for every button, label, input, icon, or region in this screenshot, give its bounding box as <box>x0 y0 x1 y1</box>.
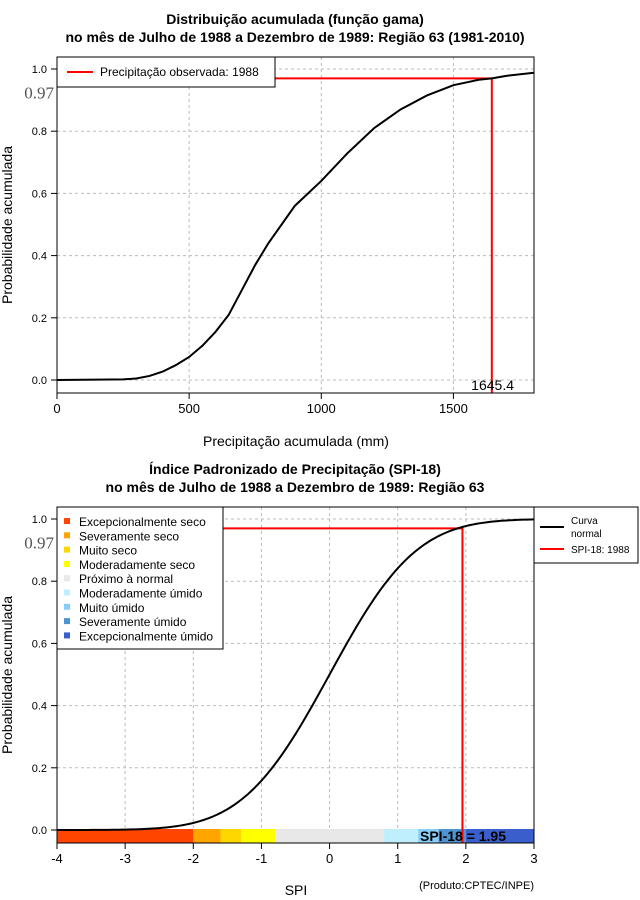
category-band-severamente-mido <box>438 829 466 843</box>
category-band-severamente-seco <box>193 829 221 843</box>
plot-frame <box>56 56 535 394</box>
category-swatch <box>64 603 70 610</box>
x-tick-label: -2 <box>188 851 200 866</box>
chart2-xlabel: SPI <box>285 882 308 898</box>
y-tick-label: 0.0 <box>32 825 47 837</box>
chart1-title-line2: no mês de Julho de 1988 a Dezembro de 19… <box>65 29 524 45</box>
spi-panel: Índice Padronizado de Precipitação (SPI-… <box>0 461 639 898</box>
category-band-moderadamente-seco <box>240 829 276 843</box>
y-tick-label: 0.6 <box>32 638 47 650</box>
legend-entry: SPI-18: 1988 <box>571 545 630 556</box>
spi-value-label: SPI-18 = 1.95 <box>420 828 506 844</box>
x-tick-label: -1 <box>256 851 268 866</box>
x-tick-label: 0 <box>326 851 333 866</box>
category-legend-entry: Excepcionalmente úmido <box>79 629 213 643</box>
legend-entry: normal <box>571 529 602 540</box>
y-tick-label: 0.6 <box>32 188 47 200</box>
category-swatch <box>64 560 70 567</box>
chart1-xlabel: Precipitação acumulada (mm) <box>203 433 389 449</box>
curve-legend: Curva normal SPI-18: 1988 <box>533 506 639 564</box>
chart2-title-line2: no mês de Julho de 1988 a Dezembro de 19… <box>106 479 485 495</box>
category-swatch <box>64 618 70 625</box>
chart2-title-line1: Índice Padronizado de Precipitação (SPI-… <box>149 461 441 477</box>
y-tick-label: 0.4 <box>32 251 47 263</box>
category-swatch <box>64 575 70 582</box>
x-tick-label: 1000 <box>307 401 336 416</box>
legend: Precipitação observada: 1988 <box>56 56 276 88</box>
legend-box <box>56 56 276 88</box>
chart1-title-line1: Distribuição acumulada (função gama) <box>166 11 424 27</box>
legend-entry: Precipitação observada: 1988 <box>100 65 259 79</box>
category-band-excepcionalmente-mido <box>465 829 534 843</box>
category-legend-box <box>56 506 224 650</box>
category-legend-entry: Severamente úmido <box>79 615 187 629</box>
category-legend-entry: Próximo à normal <box>79 572 173 586</box>
category-band-moderadamente-mido <box>384 829 419 843</box>
x-tick-label: 3 <box>530 851 537 866</box>
y-tick-label: 0.8 <box>32 576 47 588</box>
y-tick-label: 0.4 <box>32 701 47 713</box>
gamma-cdf-panel: Distribuição acumulada (função gama) no … <box>0 11 535 449</box>
x-tick-label: 500 <box>178 401 200 416</box>
y-tick-label: 1.0 <box>32 64 47 76</box>
x-tick-label: 1500 <box>439 401 468 416</box>
plot-frame <box>56 506 535 844</box>
curve-legend-box <box>533 506 639 564</box>
y-tick-label: 0.2 <box>32 313 47 325</box>
category-legend-entry: Muito úmido <box>79 601 145 615</box>
cdf-curve <box>56 71 535 381</box>
category-swatch <box>64 632 70 639</box>
x-tick-label: 0 <box>53 401 60 416</box>
credit-text: (Produto:CPTEC/INPE) <box>419 880 534 892</box>
x-tick-label: -3 <box>119 851 131 866</box>
y-tick-label: 0.0 <box>32 375 47 387</box>
y-tick-label: 0.8 <box>32 126 47 138</box>
observed-precip-label: 1645.4 <box>471 377 514 393</box>
x-tick-label: -4 <box>51 851 63 866</box>
observed-probability-label: 0.97 <box>24 83 54 102</box>
category-swatch <box>64 589 70 596</box>
category-legend-entry: Excepcionalmente seco <box>79 515 206 529</box>
chart2-ylabel: Probabilidade acumulada <box>0 596 15 754</box>
category-legend-entry: Moderadamente úmido <box>79 587 203 601</box>
category-swatch <box>64 518 70 524</box>
cdf-curve <box>56 518 535 831</box>
observed-probability-label: 0.97 <box>24 533 54 552</box>
x-tick-label: 1 <box>394 851 401 866</box>
category-swatch <box>64 532 70 539</box>
category-legend-entry: Muito seco <box>79 544 137 558</box>
x-tick-label: 2 <box>462 851 469 866</box>
category-band-muito-mido <box>418 829 439 843</box>
category-swatch <box>64 546 70 553</box>
category-band-muito-seco <box>220 829 241 843</box>
category-band-excepcionalmente-seco <box>57 829 194 843</box>
category-legend-entry: Severamente seco <box>79 529 179 543</box>
legend-entry: Curva <box>571 516 598 527</box>
category-band-pr-ximo-normal <box>275 829 385 843</box>
y-tick-label: 1.0 <box>32 514 47 526</box>
y-tick-label: 0.2 <box>32 763 47 775</box>
chart1-ylabel: Probabilidade acumulada <box>0 146 15 304</box>
category-legend-entry: Moderadamente seco <box>79 558 195 572</box>
